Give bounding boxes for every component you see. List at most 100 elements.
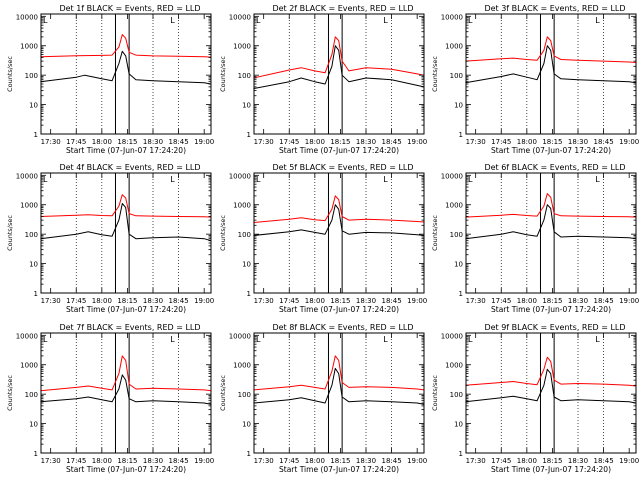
y-tick-label: 10000: [441, 13, 463, 21]
x-tick-label: 18:45: [593, 297, 613, 305]
y-tick-label: 10: [242, 421, 251, 429]
y-tick-label: 10: [29, 102, 38, 110]
y-tick-label: 100: [238, 391, 251, 399]
x-tick-label: 18:30: [143, 138, 163, 146]
lld-series-line: [40, 194, 212, 218]
corner-mark-left: L: [468, 16, 473, 25]
corner-mark-right: L: [595, 16, 600, 25]
corner-mark-left: L: [256, 16, 261, 25]
y-tick-label: 1: [459, 131, 463, 139]
y-axis-label: Counts/sec: [6, 215, 14, 251]
x-tick-label: 18:45: [168, 457, 188, 465]
plot-frame: [40, 172, 212, 294]
y-tick-label: 1: [247, 131, 251, 139]
chart-panel-5: Det 5f BLACK = Events, RED = LLD 1 10 100 10…: [219, 163, 427, 314]
chart-panel-2: Det 2f BLACK = Events, RED = LLD 1 10 100 10…: [219, 4, 427, 155]
y-tick-label: 1000: [20, 202, 38, 210]
x-tick-label: 17:30: [41, 297, 61, 305]
y-tick-label: 10: [454, 102, 463, 110]
corner-mark-right: L: [383, 335, 388, 344]
y-tick-label: 10000: [441, 172, 463, 180]
x-tick-label: 17:30: [466, 297, 486, 305]
x-tick-label: 17:45: [491, 138, 511, 146]
y-tick-label: 1: [34, 290, 38, 298]
events-series-line: [40, 374, 212, 405]
lld-series-line: [465, 36, 637, 63]
x-tick-label: 18:30: [356, 457, 376, 465]
lld-series-line: [40, 355, 212, 392]
x-axis-label: Start Time (07-Jun-07 17:24:20): [66, 305, 186, 314]
x-tick-label: 18:00: [305, 138, 325, 146]
y-tick-label: 10000: [229, 172, 251, 180]
y-tick-label: 10: [454, 261, 463, 269]
x-tick-label: 18:45: [381, 138, 401, 146]
x-tick-label: 18:45: [593, 457, 613, 465]
x-axis-label: Start Time (07-Jun-07 17:24:20): [279, 146, 399, 155]
x-tick-label: 18:00: [92, 138, 112, 146]
x-tick-label: 19:00: [194, 297, 214, 305]
y-axis-label: Counts/sec: [6, 375, 14, 411]
y-tick-label: 100: [450, 72, 463, 80]
corner-mark-left: L: [256, 175, 261, 184]
x-tick-label: 17:45: [279, 297, 299, 305]
x-tick-label: 17:45: [491, 297, 511, 305]
x-tick-label: 18:15: [542, 138, 562, 146]
x-tick-label: 17:45: [66, 457, 86, 465]
x-tick-label: 17:45: [66, 297, 86, 305]
x-tick-label: 18:30: [143, 297, 163, 305]
corner-mark-left: L: [468, 335, 473, 344]
x-tick-label: 18:30: [568, 297, 588, 305]
corner-mark-right: L: [595, 335, 600, 344]
chart-panel-4: Det 4f BLACK = Events, RED = LLD 1 10 100 10…: [6, 163, 214, 314]
x-tick-label: 17:30: [254, 457, 274, 465]
corner-mark-right: L: [170, 175, 175, 184]
events-series-line: [465, 368, 637, 404]
x-tick-label: 18:30: [143, 457, 163, 465]
plot-frame: [253, 332, 425, 454]
y-tick-label: 1000: [233, 362, 251, 370]
x-tick-label: 18:45: [381, 457, 401, 465]
chart-panel-8: Det 8f BLACK = Events, RED = LLD 1 10 100 10…: [219, 323, 427, 474]
chart-title: Det 2f BLACK = Events, RED = LLD: [272, 4, 413, 13]
y-tick-label: 10: [29, 421, 38, 429]
y-tick-label: 10000: [16, 172, 38, 180]
y-tick-label: 10: [242, 102, 251, 110]
y-tick-label: 1: [247, 450, 251, 458]
x-tick-label: 17:30: [466, 138, 486, 146]
x-tick-label: 17:45: [279, 457, 299, 465]
x-axis-label: Start Time (07-Jun-07 17:24:20): [491, 305, 611, 314]
lld-series-line: [253, 36, 425, 79]
lld-series-line: [40, 34, 212, 58]
y-tick-label: 10: [242, 261, 251, 269]
y-tick-label: 1000: [233, 43, 251, 51]
y-axis-label: Counts/sec: [431, 56, 439, 92]
chart-title: Det 1f BLACK = Events, RED = LLD: [59, 4, 200, 13]
x-tick-label: 19:00: [407, 457, 427, 465]
corner-mark-left: L: [43, 16, 48, 25]
y-tick-label: 10000: [229, 332, 251, 340]
x-tick-label: 17:45: [491, 457, 511, 465]
chart-title: Det 6f BLACK = Events, RED = LLD: [484, 163, 625, 172]
plot-frame: [253, 13, 425, 135]
chart-title: Det 5f BLACK = Events, RED = LLD: [272, 163, 413, 172]
x-tick-label: 18:30: [356, 297, 376, 305]
x-tick-label: 18:45: [593, 138, 613, 146]
y-tick-label: 100: [450, 231, 463, 239]
y-tick-label: 1000: [445, 202, 463, 210]
events-series-line: [253, 45, 425, 90]
x-tick-label: 17:45: [279, 138, 299, 146]
y-tick-label: 1: [459, 450, 463, 458]
plot-frame: [465, 332, 637, 454]
chart-panel-7: Det 7f BLACK = Events, RED = LLD 1 10 100 10…: [6, 323, 214, 474]
x-tick-label: 18:00: [517, 297, 537, 305]
y-axis-label: Counts/sec: [6, 56, 14, 92]
y-tick-label: 1: [34, 131, 38, 139]
x-axis-label: Start Time (07-Jun-07 17:24:20): [491, 146, 611, 155]
plot-frame: [465, 172, 637, 294]
x-tick-label: 18:15: [330, 297, 350, 305]
x-tick-label: 18:00: [92, 457, 112, 465]
x-tick-label: 17:30: [254, 297, 274, 305]
chart-title: Det 3f BLACK = Events, RED = LLD: [484, 4, 625, 13]
x-tick-label: 19:00: [194, 138, 214, 146]
